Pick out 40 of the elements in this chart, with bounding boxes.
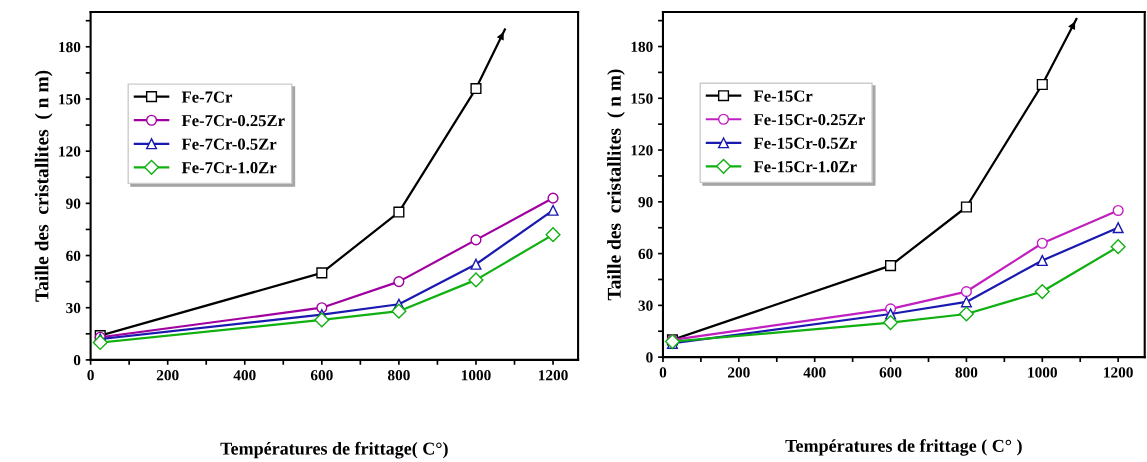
y-tick-label: 150: [631, 93, 653, 104]
legend-label: Fe-7Cr-0.5Zr: [181, 138, 277, 150]
y-tick-label: 30: [638, 300, 653, 311]
x-tick-label: 0: [659, 367, 667, 378]
x-tick-label: 600: [879, 367, 902, 378]
y-tick-label: 150: [59, 94, 81, 105]
x-tick-label: 200: [728, 367, 750, 378]
x-tick-label: 600: [310, 370, 333, 381]
x-tick-label: 1000: [461, 370, 491, 381]
y-tick-label: 120: [631, 145, 653, 156]
x-tick-label: 1200: [1104, 367, 1133, 378]
x-tick-label: 800: [955, 367, 978, 378]
legend-label: Fe-7Cr-1.0Zr: [181, 162, 277, 174]
legend-label: Fe-7Cr: [181, 91, 233, 103]
x-tick-label: 0: [87, 370, 94, 381]
y-tick-label: 180: [59, 41, 81, 53]
y-tick-label: 0: [73, 355, 81, 366]
x-tick-label: 1000: [1028, 367, 1057, 378]
y-tick-label: 30: [66, 302, 81, 314]
x-tick-label: 1200: [538, 370, 568, 381]
y-tick-label: 0: [646, 352, 653, 363]
x-axis-title: Températures de frittage ( C° ): [785, 439, 1022, 456]
y-tick-label: 90: [638, 196, 653, 208]
x-tick-label: 400: [233, 370, 256, 381]
x-axis-title: Températures de frittage( C°): [220, 441, 448, 459]
x-tick-label: 200: [156, 370, 179, 381]
legend-label: Fe-15Cr: [753, 90, 813, 102]
y-tick-label: 60: [638, 248, 653, 260]
y-tick-label: 120: [59, 146, 81, 157]
legend-label: Fe-15Cr-0.25Zr: [753, 114, 866, 126]
legend-label: Fe-15Cr-1.0Zr: [753, 161, 857, 173]
x-tick-label: 400: [803, 367, 826, 378]
y-axis-title: Taille des cristallites ( n m): [34, 70, 53, 302]
y-tick-label: 90: [66, 198, 81, 209]
y-axis-title: Taille des cristallites ( n m): [607, 69, 625, 301]
legend-label: Fe-15Cr-0.5Zr: [753, 137, 857, 149]
y-tick-label: 60: [66, 250, 81, 261]
legend-label: Fe-7Cr-0.25Zr: [181, 114, 285, 127]
x-tick-label: 800: [387, 370, 410, 381]
y-tick-label: 180: [631, 41, 653, 52]
